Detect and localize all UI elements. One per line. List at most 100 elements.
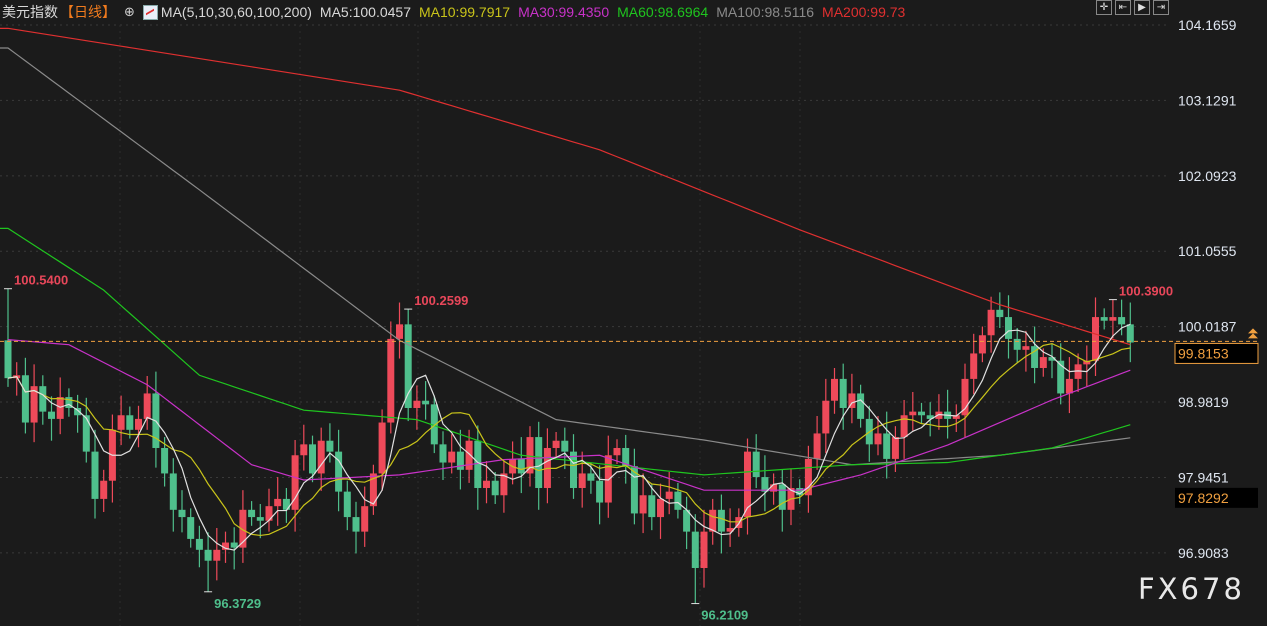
candle [387,321,395,434]
candle [1065,357,1073,414]
candle-body [387,338,395,423]
extreme-label-low: 96.2109 [701,608,748,623]
candle-body [413,400,421,408]
crosshair-icon[interactable]: ✛ [1096,0,1112,15]
candle-body [657,498,664,518]
candle-body [65,397,73,408]
candle-body [752,451,760,478]
candle [1057,343,1065,405]
candle-body [1109,317,1117,321]
candle-body [135,418,142,430]
y-tick-label: 104.1659 [1178,17,1237,33]
candle-body [291,455,299,510]
candle-body [535,437,543,488]
extreme-label-high: 100.3900 [1119,284,1173,299]
candle-body [126,415,134,430]
candle [335,429,343,512]
candle-body [831,378,838,401]
ma-line-ma30 [7,339,1131,491]
candle-body [483,480,490,488]
candle [717,494,725,554]
candle-body [970,353,978,379]
candle [117,395,125,446]
candle-body [1083,360,1091,365]
candle [761,455,769,512]
candle-body [213,549,221,561]
ma-value-2: MA30:99.4350 [518,4,610,20]
candle [700,509,708,588]
play-icon[interactable]: ▶ [1134,0,1150,15]
candle [108,414,116,503]
y-tick-label: 102.0923 [1178,168,1237,184]
candle-body [570,451,577,488]
candle [404,309,412,422]
scroll-right-icon[interactable]: ⇥ [1153,0,1169,15]
candle [239,490,247,563]
ma-params-label[interactable]: MA(5,10,30,60,100,200) [160,4,312,20]
candle [857,384,865,428]
candle-body [613,447,621,456]
candle [309,435,316,483]
candle-body [726,527,734,532]
ma-line-ma100 [0,47,1131,466]
candle [178,490,186,533]
candle [987,296,995,353]
candle [839,363,847,430]
candle [1005,295,1012,359]
candle [543,428,551,504]
candle-body [256,517,264,521]
ma-value-5: MA200:99.73 [822,4,906,20]
candle [709,498,717,545]
candle-body [265,506,273,521]
candle-body [448,451,456,463]
candle [978,326,986,363]
candle-body [230,542,238,548]
candle-body [987,309,995,336]
candle [230,527,238,570]
candle-body [30,386,38,423]
candle-body [378,422,386,474]
ma-line-ma200 [0,27,1131,346]
candle [500,460,508,513]
candle-body [326,440,334,452]
candle [787,468,795,526]
candle [222,531,229,563]
candle-body [683,509,691,532]
candle-body [822,400,830,434]
crosshair-circle-icon[interactable]: ⊕ [124,4,135,19]
ma-indicator-icon[interactable] [142,4,158,20]
candle-body [1065,378,1073,394]
ma-value-1: MA10:99.7917 [418,4,511,20]
candle-body [926,415,934,419]
candle-body [891,437,899,459]
candle [796,479,804,504]
candle [21,357,29,434]
candle-body [587,473,595,481]
candle [639,473,647,534]
candle [126,406,134,439]
candle [1092,297,1099,376]
candle [804,445,812,513]
candle [135,405,142,448]
extreme-label-high: 100.5400 [14,273,68,288]
zoom-range-icon[interactable]: ⇤ [1115,0,1131,15]
candle-body [996,309,1004,318]
candle [282,487,290,523]
period-label[interactable]: 【日线】 [60,4,116,20]
candle-body [21,375,29,423]
candle [674,482,682,519]
candle-body [596,480,604,503]
candle [683,496,691,550]
candle-body [430,404,438,445]
ma-value-3: MA60:98.6964 [617,4,709,20]
extreme-label-high: 100.2599 [414,293,468,308]
candle-body [813,433,821,459]
candle-body [74,407,82,416]
candle-body [796,487,804,496]
candle-body [187,517,195,539]
candle [483,461,490,504]
candle [13,362,21,396]
candle [770,473,778,505]
candle-body [456,451,464,470]
